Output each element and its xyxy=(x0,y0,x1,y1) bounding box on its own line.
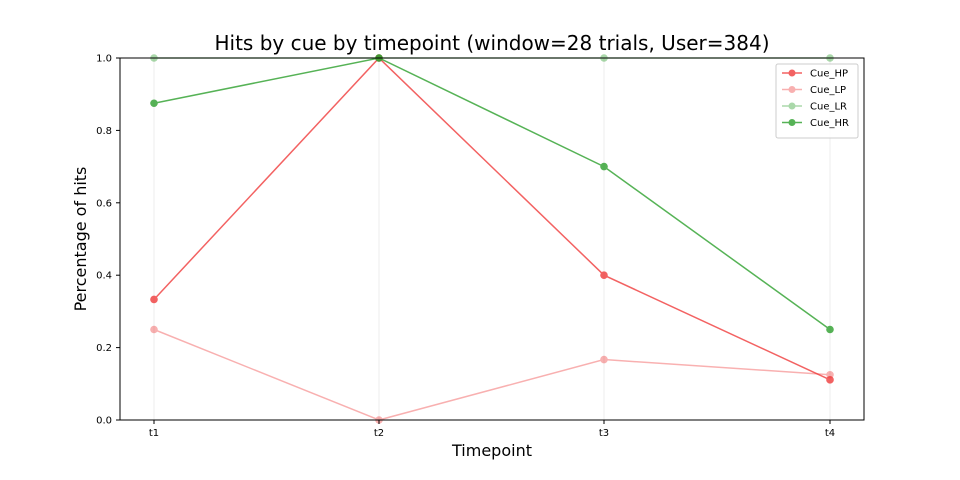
x-tick-label: t2 xyxy=(374,428,384,439)
data-point xyxy=(600,271,608,280)
x-tick-label: t1 xyxy=(149,428,159,439)
y-tick-label: 0.2 xyxy=(96,343,112,354)
chart-title: Hits by cue by timepoint (window=28 tria… xyxy=(214,31,769,55)
series-line xyxy=(153,57,831,331)
series-cue-hp xyxy=(150,54,834,384)
series-line xyxy=(153,56,831,381)
y-tick-label: 0.8 xyxy=(96,126,112,137)
series-line xyxy=(153,328,831,421)
x-axis-label: Timepoint xyxy=(451,441,532,460)
legend-dot xyxy=(788,102,796,110)
data-point xyxy=(826,376,834,384)
legend-dot xyxy=(788,119,796,126)
legend-label: Cue_HP xyxy=(810,69,848,80)
legend-box xyxy=(775,63,859,139)
x-tick-label: t3 xyxy=(599,428,609,439)
legend-marker xyxy=(782,86,802,93)
series-cue-lp xyxy=(150,325,834,424)
data-point xyxy=(826,325,834,334)
legend-marker xyxy=(782,119,802,126)
legend-label: Cue_HR xyxy=(810,118,849,129)
y-tick-label: 0.4 xyxy=(96,271,112,282)
y-tick-label: 0.0 xyxy=(96,416,112,427)
legend-marker xyxy=(782,102,802,110)
legend-label: Cue_LP xyxy=(810,85,846,96)
data-point xyxy=(150,99,158,108)
series-group xyxy=(150,54,834,424)
plot-frame xyxy=(119,57,865,421)
data-point xyxy=(150,295,158,304)
legend-dot xyxy=(788,86,796,93)
legend-label: Cue_LR xyxy=(810,102,847,113)
series-cue-hr xyxy=(150,54,834,334)
y-axis-label: Percentage of hits xyxy=(71,167,90,312)
y-tick-label: 1.0 xyxy=(96,54,112,65)
x-axis: t1 t2 t3 t4 xyxy=(149,420,835,439)
data-point xyxy=(826,370,834,379)
x-tick-label: t4 xyxy=(825,428,835,439)
legend-marker xyxy=(782,69,802,77)
legend: Cue_HP Cue_LP Cue_LR Cue_HR xyxy=(775,63,859,139)
data-point xyxy=(600,355,608,364)
data-point xyxy=(600,162,608,171)
y-tick-label: 0.6 xyxy=(96,198,112,209)
data-point xyxy=(150,325,158,334)
legend-dot xyxy=(788,69,796,77)
y-axis: 0.0 0.2 0.4 0.6 0.8 1.0 xyxy=(96,54,120,427)
